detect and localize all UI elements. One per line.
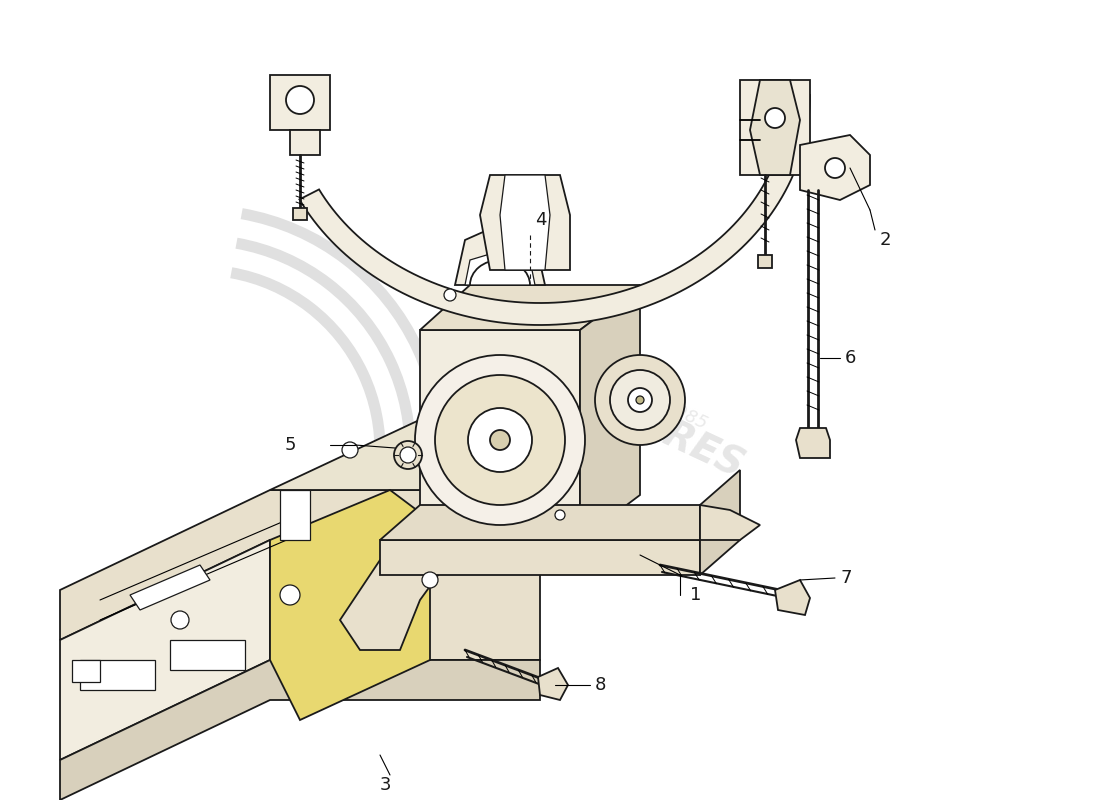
Polygon shape: [465, 248, 535, 285]
Circle shape: [490, 430, 510, 450]
Polygon shape: [580, 285, 640, 540]
Circle shape: [494, 229, 506, 241]
Circle shape: [170, 611, 189, 629]
Polygon shape: [340, 490, 540, 650]
Text: 3: 3: [379, 776, 390, 794]
Polygon shape: [280, 490, 310, 540]
Text: 7: 7: [840, 569, 851, 587]
Circle shape: [342, 442, 358, 458]
Circle shape: [415, 355, 585, 525]
Circle shape: [610, 370, 670, 430]
Text: 5: 5: [285, 436, 297, 454]
Text: 8: 8: [595, 676, 606, 694]
Polygon shape: [293, 208, 307, 220]
Polygon shape: [700, 470, 740, 575]
Polygon shape: [60, 540, 270, 760]
Circle shape: [400, 447, 416, 463]
Polygon shape: [420, 330, 580, 540]
Polygon shape: [60, 660, 540, 800]
Circle shape: [468, 408, 532, 472]
Polygon shape: [270, 540, 540, 660]
Polygon shape: [500, 175, 550, 270]
Circle shape: [556, 510, 565, 520]
Polygon shape: [72, 660, 100, 682]
Polygon shape: [270, 415, 540, 490]
Text: parts for Porsche since 1985: parts for Porsche since 1985: [470, 307, 711, 433]
Polygon shape: [480, 175, 570, 270]
Polygon shape: [800, 135, 870, 200]
Text: 6: 6: [845, 349, 857, 367]
Text: AUTOMERES: AUTOMERES: [491, 336, 750, 484]
Circle shape: [595, 355, 685, 445]
Polygon shape: [758, 255, 772, 268]
Circle shape: [764, 108, 785, 128]
Polygon shape: [750, 80, 800, 175]
Circle shape: [394, 441, 422, 469]
Polygon shape: [776, 580, 810, 615]
Circle shape: [636, 396, 644, 404]
Polygon shape: [379, 540, 700, 575]
Text: 1: 1: [690, 586, 702, 604]
Polygon shape: [270, 490, 430, 720]
Polygon shape: [60, 490, 540, 640]
Text: 2: 2: [880, 231, 891, 249]
Circle shape: [286, 86, 313, 114]
Circle shape: [825, 158, 845, 178]
Text: 4: 4: [535, 211, 547, 229]
Polygon shape: [700, 505, 760, 540]
Polygon shape: [80, 660, 155, 690]
Polygon shape: [270, 75, 330, 130]
Polygon shape: [740, 80, 810, 175]
Circle shape: [280, 585, 300, 605]
Polygon shape: [420, 285, 640, 330]
Circle shape: [628, 388, 652, 412]
Polygon shape: [299, 95, 810, 325]
Polygon shape: [379, 505, 700, 540]
Polygon shape: [455, 220, 544, 285]
Polygon shape: [796, 428, 830, 458]
Circle shape: [444, 289, 456, 301]
Polygon shape: [538, 668, 568, 700]
Polygon shape: [170, 640, 245, 670]
Polygon shape: [290, 130, 320, 155]
Circle shape: [434, 375, 565, 505]
Circle shape: [422, 437, 438, 453]
Circle shape: [422, 572, 438, 588]
Polygon shape: [130, 565, 210, 610]
